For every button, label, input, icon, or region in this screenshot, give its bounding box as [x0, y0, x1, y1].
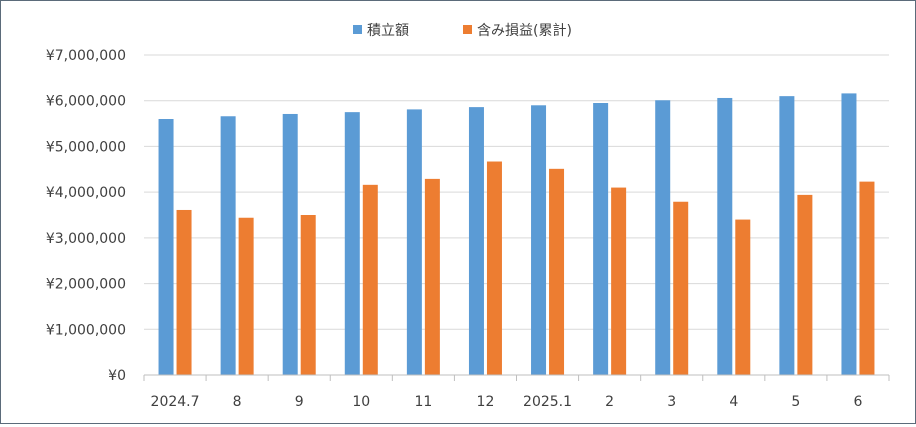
bar-series-2 [611, 187, 627, 375]
bar-series-1 [282, 113, 298, 375]
bar-series-1 [220, 116, 236, 375]
bar-series-2 [238, 217, 254, 375]
bars [158, 93, 875, 376]
y-axis: ¥0 ¥1,000,000 ¥2,000,000 ¥3,000,000 ¥4,000,0… [46, 48, 126, 384]
y-tick-label: ¥3,000,000 [46, 231, 126, 247]
bar-series-1 [717, 97, 733, 375]
bar-series-2 [300, 215, 316, 375]
x-tick-label: 8 [233, 394, 242, 410]
x-tick-label: 2 [605, 394, 614, 410]
x-tick-label: 12 [477, 394, 495, 410]
bar-series-1 [531, 105, 547, 376]
x-tick-label: 3 [667, 394, 676, 410]
gridlines [144, 54, 889, 330]
legend-label: 含み損益(累計) [477, 23, 572, 39]
bar-series-1 [468, 107, 484, 375]
y-tick-label: ¥4,000,000 [46, 185, 126, 201]
x-tick-label: 5 [791, 394, 800, 410]
x-axis: 2024.7 8 9 10 11 12 2025.1 2 3 4 5 6 [143, 374, 890, 410]
x-tick-label: 2024.7 [151, 394, 200, 410]
bar-series-2 [797, 194, 813, 375]
bar-series-2 [549, 168, 565, 375]
bar-series-1 [655, 100, 671, 375]
bar-series-2 [486, 161, 502, 375]
legend: 積立額 含み損益(累計) [353, 23, 572, 39]
bar-series-1 [593, 103, 609, 375]
bar-series-2 [859, 181, 875, 375]
y-tick-label: ¥0 [108, 368, 126, 384]
legend-label: 積立額 [367, 23, 409, 39]
bar-series-2 [735, 219, 751, 375]
bar-series-2 [176, 209, 192, 375]
x-tick-label: 2025.1 [523, 394, 572, 410]
legend-swatch [463, 25, 472, 34]
y-tick-label: ¥2,000,000 [46, 277, 126, 293]
x-tick-label: 11 [414, 394, 432, 410]
bar-series-2 [673, 201, 689, 375]
y-tick-label: ¥6,000,000 [46, 94, 126, 110]
y-tick-label: ¥7,000,000 [46, 48, 126, 64]
bar-series-1 [158, 119, 174, 375]
x-tick-label: 10 [352, 394, 370, 410]
x-tick-label: 6 [853, 394, 862, 410]
bar-series-2 [424, 178, 440, 375]
bar-series-1 [841, 93, 857, 376]
y-tick-label: ¥5,000,000 [46, 139, 126, 155]
y-tick-label: ¥1,000,000 [46, 322, 126, 338]
x-tick-label: 4 [729, 394, 738, 410]
bar-series-1 [779, 96, 795, 376]
x-tick-label: 9 [295, 394, 304, 410]
bar-series-2 [362, 184, 378, 375]
bar-series-1 [406, 109, 422, 376]
legend-swatch [353, 25, 362, 34]
bar-series-1 [344, 112, 360, 376]
